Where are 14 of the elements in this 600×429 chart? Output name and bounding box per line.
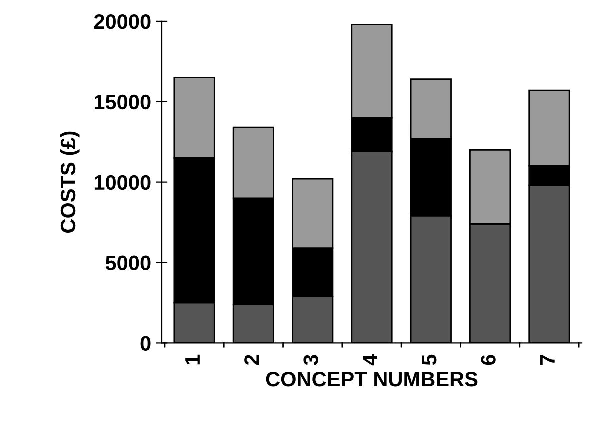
x-tick-label: 5 bbox=[422, 354, 437, 366]
y-tick-label: 0 bbox=[140, 336, 151, 351]
x-tick-label: 3 bbox=[304, 355, 318, 366]
x-tick-label: 6 bbox=[481, 355, 496, 366]
x-tick-label: 4 bbox=[363, 354, 378, 366]
y-tick-label: 10000 bbox=[94, 175, 151, 190]
x-tick-label: 1 bbox=[186, 354, 200, 365]
x-tick-label: 7 bbox=[540, 355, 555, 365]
x-tick-label: 2 bbox=[244, 355, 260, 366]
y-axis-title: COSTS (£) bbox=[60, 132, 80, 233]
y-tick-label: 15000 bbox=[94, 94, 151, 110]
x-axis-title: CONCEPT NUMBERS bbox=[266, 372, 478, 387]
y-tick-label: 20000 bbox=[94, 14, 151, 30]
y-tick-label: 5000 bbox=[106, 256, 151, 271]
